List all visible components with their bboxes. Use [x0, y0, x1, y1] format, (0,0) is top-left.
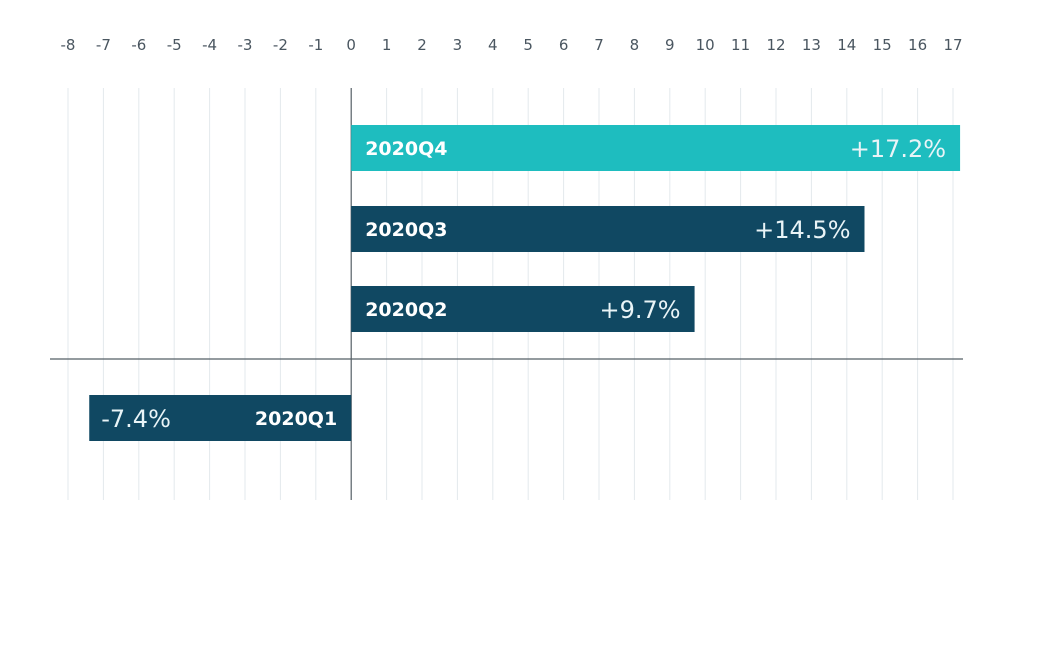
x-tick-label: 13 [802, 36, 821, 54]
bar-value-label: -7.4% [101, 405, 171, 433]
bar-value-label: +9.7% [599, 296, 680, 324]
x-tick-label: -3 [238, 36, 253, 54]
bar-2020q2 [351, 286, 695, 332]
x-tick-label: 16 [908, 36, 927, 54]
bar-labels: 2020Q4 +17.2% 2020Q3 +14.5% 2020Q2 +9.7% 2020Q… [101, 135, 946, 433]
x-tick-label: 5 [523, 36, 533, 54]
x-tick-label: 7 [594, 36, 604, 54]
x-tick-label: -8 [61, 36, 76, 54]
bar-value-label: +17.2% [850, 135, 946, 163]
bar-2020q3 [351, 206, 865, 252]
x-tick-label: 0 [346, 36, 356, 54]
x-tick-label: 12 [766, 36, 785, 54]
x-tick-label: -4 [202, 36, 217, 54]
x-tick-label: 10 [696, 36, 715, 54]
x-tick-label: -2 [273, 36, 288, 54]
bars [89, 125, 961, 441]
x-tick-label: 3 [453, 36, 463, 54]
x-tick-label: 14 [837, 36, 856, 54]
x-tick-label: -1 [308, 36, 323, 54]
x-tick-label: -5 [167, 36, 182, 54]
x-tick-label: 6 [559, 36, 569, 54]
bar-value-label: +14.5% [754, 216, 850, 244]
bar-category-label: 2020Q4 [365, 138, 447, 160]
x-tick-label: -7 [96, 36, 111, 54]
bar-category-label: 2020Q1 [255, 408, 337, 430]
x-tick-labels: -8 -7 -6 -5 -4 -3 -2 -1 0 1 2 3 4 5 6 7 8 9 10 11 12 13 14 15 16… [61, 36, 963, 54]
bar-category-label: 2020Q3 [365, 219, 447, 241]
x-tick-label: 8 [630, 36, 640, 54]
x-tick-label: 11 [731, 36, 750, 54]
x-tick-label: 15 [873, 36, 892, 54]
x-tick-label: -6 [131, 36, 146, 54]
x-tick-label: 1 [382, 36, 392, 54]
bar-category-label: 2020Q2 [365, 299, 447, 321]
x-tick-label: 17 [943, 36, 962, 54]
x-tick-label: 2 [417, 36, 427, 54]
bar-2020q1 [89, 395, 352, 441]
bar-2020q4 [351, 125, 961, 171]
x-tick-label: 9 [665, 36, 675, 54]
x-tick-label: 4 [488, 36, 498, 54]
